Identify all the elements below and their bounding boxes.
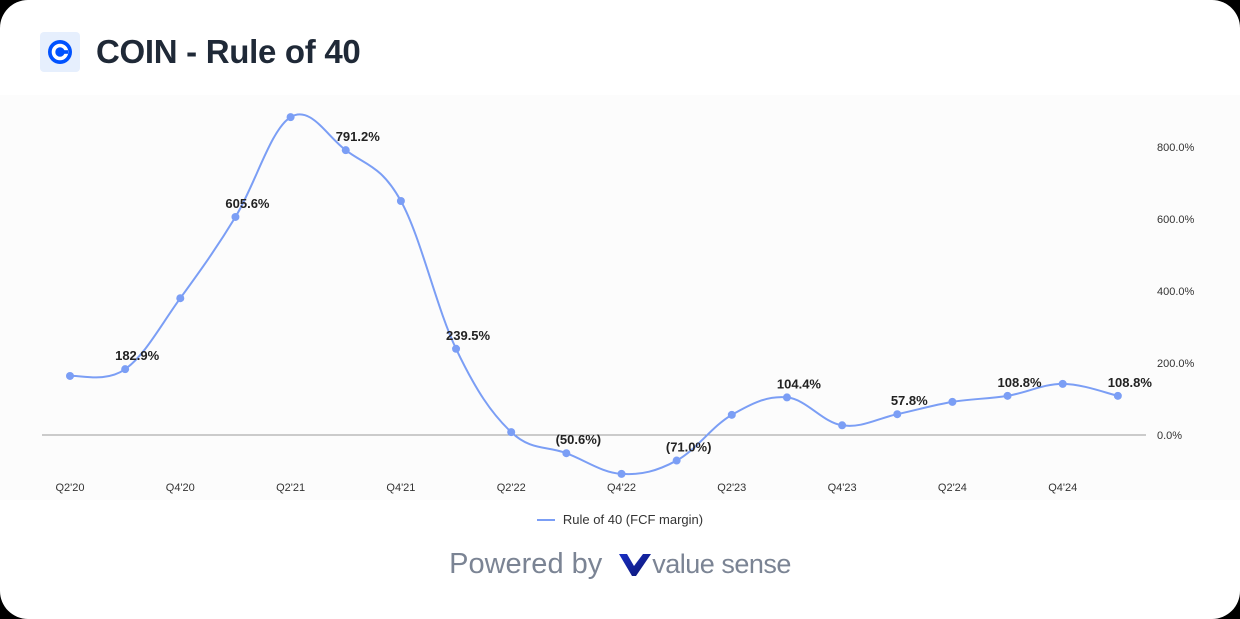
data-point[interactable] <box>672 456 681 465</box>
data-point[interactable] <box>782 393 791 402</box>
plot-area <box>0 95 1240 500</box>
data-point[interactable] <box>176 294 185 303</box>
data-point[interactable] <box>341 146 350 155</box>
data-label: 104.4% <box>777 376 822 391</box>
data-label: 605.6% <box>225 196 270 211</box>
data-point[interactable] <box>1003 391 1012 400</box>
x-tick-label: Q2'23 <box>717 482 746 494</box>
x-tick-label: Q4'20 <box>166 482 195 494</box>
brand-name: value sense <box>652 549 791 579</box>
data-point[interactable] <box>121 365 130 374</box>
brand-logo: value sense <box>618 549 791 580</box>
data-point[interactable] <box>1058 379 1067 388</box>
data-label: 182.9% <box>115 348 160 363</box>
y-tick-label: 200.0% <box>1157 358 1195 370</box>
data-point[interactable] <box>286 113 295 122</box>
x-tick-label: Q4'22 <box>607 482 636 494</box>
data-point[interactable] <box>727 410 736 419</box>
data-point[interactable] <box>948 397 957 406</box>
x-tick-label: Q2'24 <box>938 482 967 494</box>
data-label: 239.5% <box>446 328 491 343</box>
data-point[interactable] <box>1113 391 1122 400</box>
legend-label: Rule of 40 (FCF margin) <box>562 512 704 527</box>
data-label: 791.2% <box>336 129 381 144</box>
y-tick-label: 600.0% <box>1157 214 1195 226</box>
data-point[interactable] <box>231 212 240 221</box>
series-line <box>69 113 1119 476</box>
value-sense-v-icon <box>619 553 652 576</box>
x-tick-label: Q4'24 <box>1048 482 1077 494</box>
x-tick-label: Q2'21 <box>276 482 305 494</box>
data-point[interactable] <box>893 410 902 419</box>
x-tick-label: Q4'21 <box>386 482 415 494</box>
data-label: (50.6%) <box>556 432 602 447</box>
y-tick-label: 400.0% <box>1157 286 1195 298</box>
data-point[interactable] <box>838 421 847 430</box>
data-point[interactable] <box>396 197 405 205</box>
x-tick-label: Q2'22 <box>497 482 526 494</box>
data-label: (71.0%) <box>666 440 712 455</box>
header: COIN - Rule of 40 <box>40 32 361 72</box>
powered-by-text: Powered by <box>449 548 603 580</box>
y-tick-label: 800.0% <box>1157 142 1195 154</box>
data-label: 57.8% <box>891 393 928 408</box>
data-point[interactable] <box>617 469 626 478</box>
legend-line-swatch <box>536 518 555 521</box>
data-point[interactable] <box>507 428 516 437</box>
coinbase-logo-icon <box>40 32 80 72</box>
data-point[interactable] <box>452 344 461 353</box>
y-tick-label: 0.0% <box>1157 430 1182 442</box>
x-tick-label: Q4'23 <box>828 482 857 494</box>
data-point[interactable] <box>562 449 571 458</box>
page-title: COIN - Rule of 40 <box>96 33 361 70</box>
x-tick-label: Q2'20 <box>55 482 84 494</box>
data-label: 108.8% <box>1108 375 1153 390</box>
legend[interactable]: Rule of 40 (FCF margin) <box>0 512 1240 527</box>
footer: Powered by value sense <box>0 548 1240 581</box>
data-label: 108.8% <box>998 375 1043 390</box>
data-point[interactable] <box>66 371 74 380</box>
